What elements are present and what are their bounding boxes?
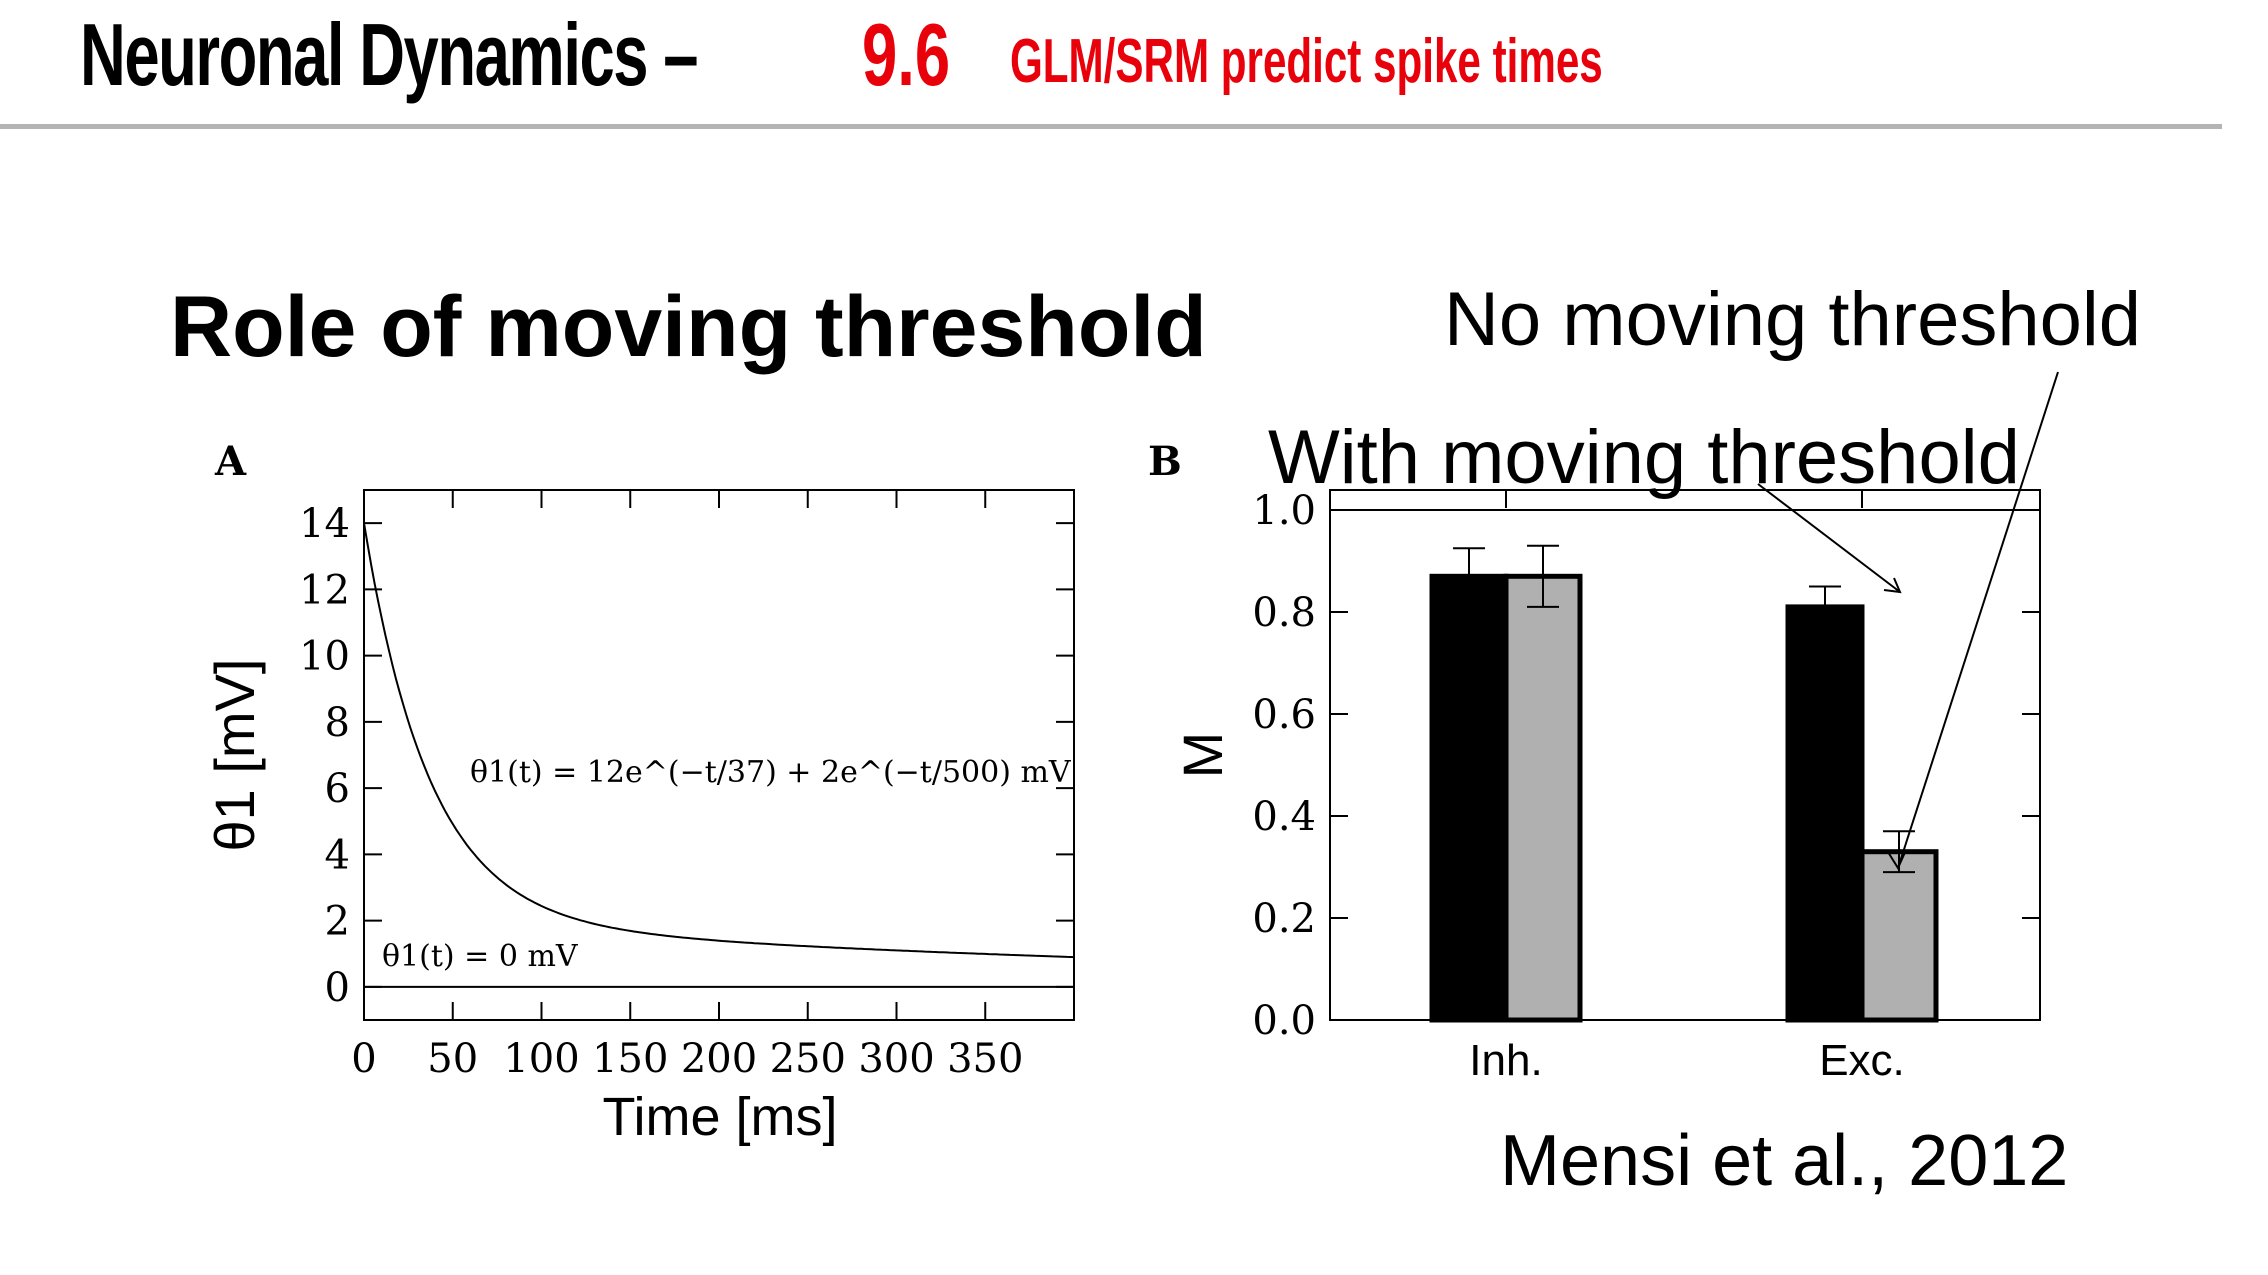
panel-b-ticks: 0.0 0.2 0.4 0.6 0.8 1.0 xyxy=(1252,488,2040,1044)
y-tick-label: 0.4 xyxy=(1252,794,1316,840)
bar-with-moving-inh xyxy=(1429,573,1509,1023)
panel-a-label: A xyxy=(214,438,247,485)
zero-annotation: θ1(t) = 0 mV xyxy=(382,939,579,974)
header-subtitle: GLM/SRM predict spike times xyxy=(1010,27,1603,96)
annotation-no-moving-threshold: No moving threshold xyxy=(1444,277,2142,362)
citation: Mensi et al., 2012 xyxy=(1500,1121,2069,1201)
panel-b-plot-frame xyxy=(1329,489,2041,1021)
y-tick-label: 6 xyxy=(325,766,350,812)
y-tick-label: 0.6 xyxy=(1252,692,1316,738)
bar-no-moving-exc xyxy=(1859,849,1939,1023)
y-axis-label-m: M xyxy=(1171,732,1234,779)
x-tick-label: 300 xyxy=(858,1036,934,1082)
y-tick-label: 1.0 xyxy=(1252,488,1316,534)
x-tick-label: 250 xyxy=(770,1036,846,1082)
bar-group: Inh. Exc. xyxy=(1429,490,1939,1085)
x-tick-label: 100 xyxy=(503,1036,579,1082)
arrowhead-no-moving xyxy=(1887,849,1907,871)
panel-b: B 0.0 0.2 0.4 0.6 0.8 1.0 Inh. Exc. M xyxy=(1148,371,2059,1085)
formula-annotation: θ1(t) = 12e^(−t/37) + 2e^(−t/500) mV xyxy=(470,755,1072,790)
section-title: Role of moving threshold xyxy=(170,279,1207,375)
header-divider xyxy=(0,124,2222,129)
x-tick-label: 200 xyxy=(681,1036,757,1082)
bar-with-moving-exc xyxy=(1785,604,1865,1023)
panel-a-ticks: 0 50 100 150 200 250 300 350 0 2 4 6 8 10 12 14 xyxy=(299,490,1074,1082)
x-tick-label: 150 xyxy=(592,1036,668,1082)
y-tick-label: 4 xyxy=(325,832,350,878)
x-tick-label: 50 xyxy=(427,1036,478,1082)
panel-b-label: B xyxy=(1148,438,1182,485)
y-tick-label: 8 xyxy=(325,700,350,746)
y-tick-label: 2 xyxy=(325,899,350,945)
x-category-label: Exc. xyxy=(1819,1036,1905,1085)
threshold-decay-curve xyxy=(363,522,1075,959)
x-category-label: Inh. xyxy=(1469,1036,1542,1085)
y-tick-label: 10 xyxy=(299,634,350,680)
bar-no-moving-inh xyxy=(1503,573,1583,1023)
panel-a: A 0 50 100 150 200 250 300 350 0 2 4 6 8 10 12 14 θ1(t)… xyxy=(203,438,1075,1147)
y-tick-label: 14 xyxy=(299,501,350,547)
y-tick-label: 0.2 xyxy=(1252,896,1316,942)
x-tick-label: 350 xyxy=(947,1036,1023,1082)
x-tick-label: 0 xyxy=(351,1036,376,1082)
y-tick-label: 0.8 xyxy=(1252,590,1316,636)
x-axis-label: Time [ms] xyxy=(603,1087,838,1147)
header-section-number: 9.6 xyxy=(862,5,951,104)
y-tick-label: 12 xyxy=(299,567,350,613)
arrow-with-moving-threshold xyxy=(1757,483,1901,593)
arrowhead-with-moving xyxy=(1883,577,1902,594)
arrow-no-moving-threshold xyxy=(1897,371,2059,869)
y-axis-label: θ1 [mV] xyxy=(203,659,266,852)
header-title: Neuronal Dynamics – xyxy=(80,5,698,104)
y-tick-label: 0.0 xyxy=(1252,998,1316,1044)
annotation-with-moving-threshold: With moving threshold xyxy=(1268,415,2020,500)
y-tick-label: 0 xyxy=(325,965,350,1011)
